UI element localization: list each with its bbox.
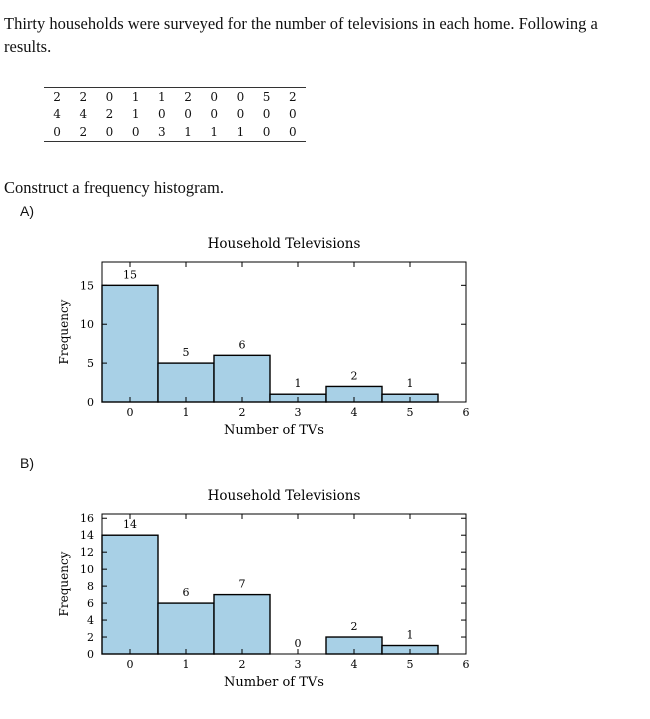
table-cell: 0 <box>288 124 297 139</box>
bar-data-label: 2 <box>351 620 358 633</box>
table-cell: 3 <box>158 124 166 139</box>
y-axis-label: Frequency <box>57 551 71 616</box>
table-cell: 2 <box>79 89 88 104</box>
y-tick-label: 10 <box>80 318 94 331</box>
histogram-b: Household Televisions 14 6 7 0 2 1 0 1 2 3 4 5 6 0 2 4 6 8… <box>0 478 480 693</box>
y-tick-label: 6 <box>87 597 94 610</box>
question-line-2: results. <box>4 37 52 56</box>
table-cell: 2 <box>288 89 297 104</box>
y-tick-label: 2 <box>87 631 94 644</box>
table-cell: 2 <box>53 89 61 104</box>
bar-data-label: 5 <box>183 346 190 359</box>
bar-data-label: 6 <box>183 586 190 599</box>
table-cell: 0 <box>184 107 192 122</box>
x-tick-label: 4 <box>351 658 358 671</box>
table-cell: 1 <box>184 124 192 139</box>
histogram-bar <box>213 593 271 655</box>
y-tick-label: 5 <box>87 357 94 370</box>
y-tick-label: 8 <box>87 580 94 593</box>
table-cell: 0 <box>131 124 140 139</box>
y-tick-label: 15 <box>80 279 94 292</box>
table-cell: 4 <box>53 107 61 122</box>
data-table: 2 2 0 1 1 2 0 0 5 2 4 4 2 1 0 0 0 0 0 0 0 2 0 0 3 1 1 1 0 0 <box>44 87 306 142</box>
bar-data-label: 6 <box>239 338 246 351</box>
question-text: Thirty households were surveyed for the … <box>4 12 644 58</box>
option-b-label[interactable]: B) <box>20 455 34 471</box>
y-tick-label: 16 <box>80 512 94 525</box>
bar-data-label: 14 <box>123 518 137 531</box>
x-tick-label: 4 <box>351 406 358 419</box>
histogram-a: Household Televisions 15 5 6 1 2 1 0 1 2 3 4 5 6 0 5 10 1… <box>0 226 480 441</box>
table-cell: 0 <box>262 107 271 122</box>
table-cell: 2 <box>184 89 192 104</box>
table-cell: 4 <box>79 107 88 122</box>
y-tick-label: 0 <box>87 648 94 661</box>
question-line-1: Thirty households were surveyed for the … <box>4 14 598 33</box>
x-tick-label: 1 <box>183 406 190 419</box>
table-cell: 5 <box>262 89 271 104</box>
chart-title: Household Televisions <box>208 488 361 504</box>
bar-data-label: 0 <box>295 637 302 650</box>
table-cell: 0 <box>158 107 166 122</box>
histogram-bar <box>101 284 159 403</box>
question-prompt: Construct a frequency histogram. <box>4 178 224 197</box>
plot-frame <box>101 261 467 403</box>
table-cell: 1 <box>131 89 140 104</box>
table-cell: 2 <box>79 124 88 139</box>
histogram-bar <box>157 602 215 655</box>
histogram-bar <box>213 354 271 403</box>
bar-data-label: 1 <box>407 629 414 642</box>
y-tick-label: 10 <box>80 563 94 576</box>
table-cell: 1 <box>236 124 245 139</box>
x-tick-label: 3 <box>295 658 302 671</box>
y-tick-label: 0 <box>87 396 94 409</box>
x-axis-label: Number of TVs <box>224 423 324 438</box>
table-cell: 0 <box>105 89 114 104</box>
bar-data-label: 1 <box>407 377 414 390</box>
y-tick-label: 14 <box>80 529 94 542</box>
bar-data-label: 15 <box>123 268 137 281</box>
x-tick-label: 0 <box>127 406 134 419</box>
histogram-bar <box>101 534 159 655</box>
x-tick-label: 2 <box>239 406 246 419</box>
table-cell: 0 <box>210 107 219 122</box>
table-cell: 2 <box>105 107 114 122</box>
table-cell: 1 <box>158 89 166 104</box>
y-tick-label: 4 <box>87 614 94 627</box>
chart-title: Household Televisions <box>208 236 361 252</box>
x-tick-label: 5 <box>407 658 414 671</box>
bar-data-label: 1 <box>295 377 302 390</box>
x-tick-label: 6 <box>463 658 470 671</box>
table-cell: 0 <box>288 107 297 122</box>
x-tick-label: 6 <box>463 406 470 419</box>
x-tick-label: 0 <box>127 658 134 671</box>
table-row: 4 4 2 1 0 0 0 0 0 0 <box>44 106 306 124</box>
option-a-label[interactable]: A) <box>20 203 34 219</box>
histogram-bar <box>157 362 215 403</box>
x-tick-label: 2 <box>239 658 246 671</box>
table-row: 2 2 0 1 1 2 0 0 5 2 <box>44 88 306 106</box>
table-cell: 0 <box>53 124 61 139</box>
bar-data-label: 2 <box>351 369 358 382</box>
table-cell: 1 <box>131 107 140 122</box>
table-row: 0 2 0 0 3 1 1 1 0 0 <box>44 123 306 141</box>
table-cell: 0 <box>236 89 245 104</box>
x-tick-label: 5 <box>407 406 414 419</box>
table-cell: 0 <box>262 124 271 139</box>
table-cell: 0 <box>105 124 114 139</box>
bar-data-label: 7 <box>239 578 246 591</box>
table-cell: 1 <box>210 124 219 139</box>
x-tick-label: 3 <box>295 406 302 419</box>
y-tick-label: 12 <box>80 546 94 559</box>
plot-frame <box>101 513 467 655</box>
y-axis-label: Frequency <box>57 299 71 364</box>
x-axis-label: Number of TVs <box>224 675 324 690</box>
table-cell: 0 <box>210 89 219 104</box>
table-cell: 0 <box>236 107 245 122</box>
x-tick-label: 1 <box>183 658 190 671</box>
